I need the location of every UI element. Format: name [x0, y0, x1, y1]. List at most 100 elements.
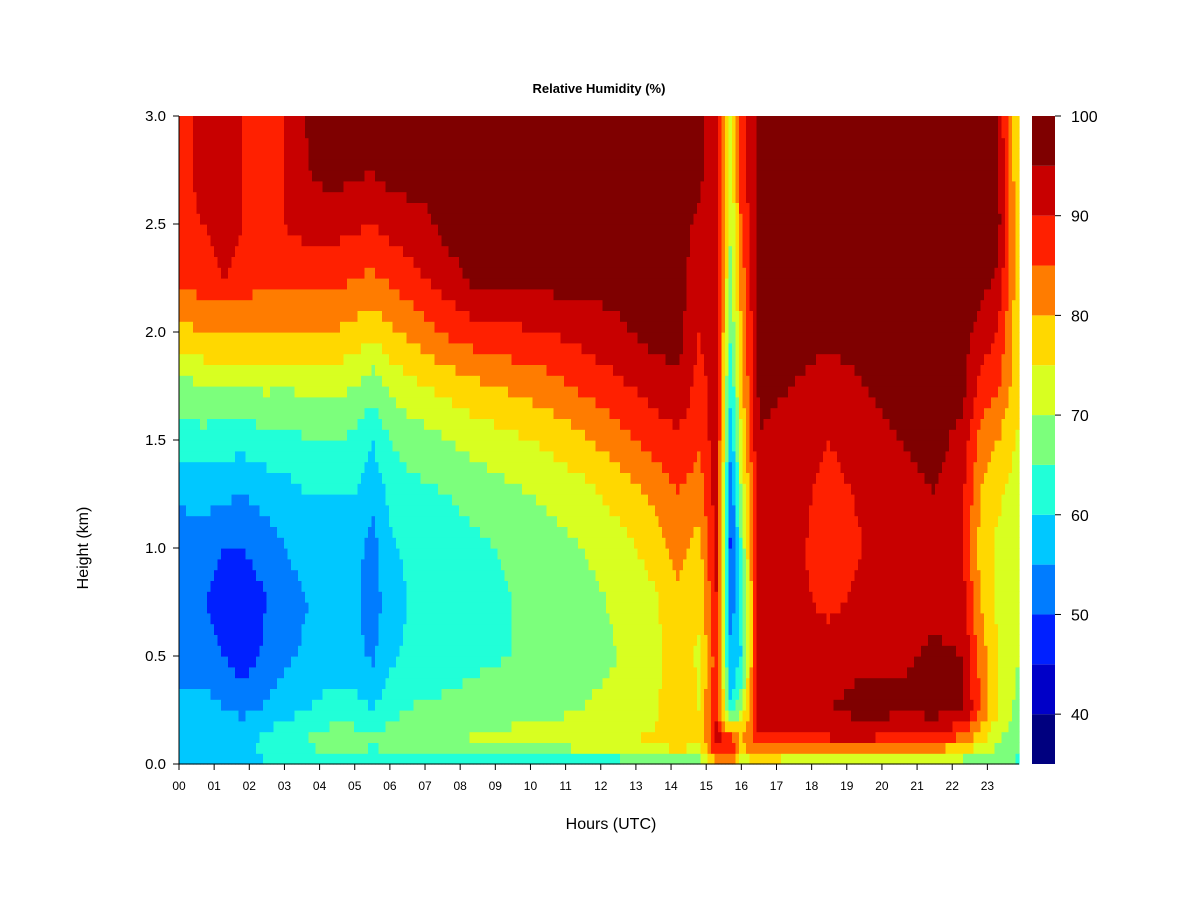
heatmap-cell: [263, 548, 268, 560]
heatmap-cell: [280, 720, 285, 733]
heatmap-cell: [308, 148, 313, 160]
heatmap-cell: [466, 710, 471, 722]
heatmap-cell: [186, 666, 191, 679]
heatmap-cell: [308, 245, 313, 257]
heatmap-cell: [329, 645, 334, 657]
heatmap-cell: [235, 353, 240, 365]
heatmap-cell: [431, 461, 436, 473]
heatmap-cell: [455, 353, 460, 365]
heatmap-cell: [249, 116, 254, 128]
heatmap-cell: [294, 299, 299, 311]
heatmap-cell: [203, 515, 208, 527]
heatmap-cell: [389, 645, 394, 657]
heatmap-cell: [308, 731, 313, 743]
heatmap-cell: [245, 504, 250, 517]
heatmap-cell: [399, 137, 404, 149]
heatmap-cell: [466, 224, 471, 236]
heatmap-cell: [252, 429, 257, 441]
heatmap-cell: [305, 537, 310, 549]
heatmap-cell: [259, 558, 264, 571]
heatmap-cell: [315, 353, 320, 365]
heatmap-cell: [217, 753, 222, 765]
heatmap-cell: [273, 472, 278, 484]
heatmap-cell: [427, 353, 432, 365]
heatmap-cell: [427, 461, 432, 473]
heatmap-cell: [301, 202, 306, 214]
heatmap-cell: [207, 580, 212, 592]
heatmap-cell: [210, 267, 215, 279]
heatmap-cell: [361, 666, 366, 679]
heatmap-cell: [242, 170, 247, 182]
heatmap-cell: [287, 375, 292, 387]
heatmap-cell: [420, 342, 425, 355]
heatmap-cell: [280, 234, 285, 247]
heatmap-cell: [438, 126, 443, 139]
heatmap-cell: [193, 677, 198, 689]
heatmap-cell: [399, 310, 404, 322]
heatmap-cell: [420, 558, 425, 571]
heatmap-cell: [203, 191, 208, 203]
heatmap-cell: [410, 461, 415, 473]
heatmap-cell: [364, 278, 369, 290]
heatmap-cell: [375, 180, 380, 193]
heatmap-cell: [315, 699, 320, 711]
heatmap-cell: [333, 558, 338, 571]
heatmap-cell: [417, 645, 422, 657]
heatmap-cell: [396, 418, 401, 430]
heatmap-cell: [357, 753, 362, 765]
heatmap-cell: [364, 180, 369, 193]
heatmap-cell: [203, 742, 208, 754]
heatmap-cell: [354, 234, 359, 247]
heatmap-cell: [256, 602, 261, 614]
heatmap-cell: [277, 256, 282, 268]
heatmap-cell: [256, 645, 261, 657]
heatmap-cell: [242, 429, 247, 441]
heatmap-cell: [343, 656, 348, 668]
heatmap-cell: [228, 375, 233, 387]
heatmap-cell: [371, 515, 376, 527]
heatmap-cell: [235, 666, 240, 679]
heatmap-cell: [378, 710, 383, 722]
heatmap-cell: [340, 234, 345, 247]
heatmap-cell: [469, 656, 474, 668]
heatmap-cell: [301, 656, 306, 668]
heatmap-cell: [252, 321, 257, 333]
heatmap-cell: [455, 310, 460, 322]
heatmap-cell: [403, 731, 408, 743]
heatmap-cell: [256, 342, 261, 355]
heatmap-cell: [301, 440, 306, 452]
heatmap-cell: [340, 548, 345, 560]
heatmap-cell: [242, 245, 247, 257]
heatmap-cell: [420, 440, 425, 452]
heatmap-cell: [336, 180, 341, 193]
heatmap-cell: [224, 342, 229, 355]
heatmap-cell: [266, 224, 271, 236]
heatmap-cell: [217, 245, 222, 257]
heatmap-cell: [305, 213, 310, 225]
heatmap-cell: [354, 591, 359, 603]
heatmap-cell: [333, 407, 338, 419]
heatmap-cell: [385, 202, 390, 214]
heatmap-cell: [368, 526, 373, 538]
heatmap-cell: [287, 332, 292, 344]
heatmap-cell: [322, 267, 327, 279]
heatmap-cell: [462, 396, 467, 409]
heatmap-cell: [441, 634, 446, 646]
heatmap-cell: [417, 526, 422, 538]
heatmap-cell: [221, 159, 226, 171]
heatmap-cell: [413, 602, 418, 614]
heatmap-cell: [238, 494, 243, 506]
heatmap-cell: [193, 180, 198, 193]
heatmap-cell: [273, 332, 278, 344]
heatmap-cell: [238, 526, 243, 538]
heatmap-cell: [378, 310, 383, 322]
heatmap-cell: [319, 116, 324, 128]
heatmap-cell: [406, 526, 411, 538]
heatmap-cell: [396, 288, 401, 301]
heatmap-cell: [305, 202, 310, 214]
heatmap-cell: [312, 548, 317, 560]
heatmap-cell: [235, 623, 240, 635]
heatmap-cell: [336, 591, 341, 603]
heatmap-cell: [193, 440, 198, 452]
heatmap-cell: [392, 224, 397, 236]
